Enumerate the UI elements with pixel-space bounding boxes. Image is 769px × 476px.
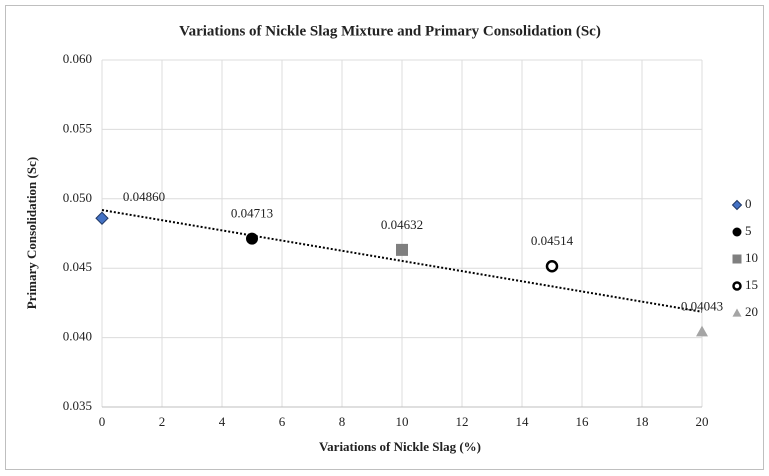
legend-marker — [732, 308, 742, 317]
y-tick-label: 0.045 — [63, 259, 92, 274]
legend-marker — [731, 199, 743, 211]
y-tick-label: 0.050 — [63, 190, 92, 205]
data-point — [545, 260, 559, 273]
legend-label: 20 — [745, 304, 758, 319]
legend-marker — [732, 227, 742, 237]
legend-label: 15 — [745, 277, 758, 292]
x-tick-label: 14 — [516, 414, 530, 429]
y-axis-title: Primary Consolidation (Sc) — [24, 157, 39, 309]
legend-marker — [732, 254, 742, 264]
x-tick-label: 10 — [396, 414, 409, 429]
x-tick-label: 0 — [99, 414, 106, 429]
legend-label: 0 — [745, 196, 752, 211]
y-tick-label: 0.035 — [63, 398, 92, 413]
x-tick-label: 2 — [159, 414, 166, 429]
data-point — [95, 211, 109, 225]
data-label: 0.04514 — [531, 233, 574, 248]
x-tick-label: 16 — [576, 414, 590, 429]
trendline — [101, 209, 703, 313]
x-tick-label: 6 — [279, 414, 286, 429]
data-point — [696, 325, 708, 337]
x-axis-title: Variations of Nickle Slag (%) — [319, 439, 481, 454]
data-label: 0.04713 — [231, 206, 273, 221]
x-tick-label: 18 — [636, 414, 649, 429]
data-label: 0.04860 — [123, 189, 165, 204]
x-tick-label: 8 — [339, 414, 346, 429]
x-tick-label: 4 — [219, 414, 226, 429]
y-tick-label: 0.060 — [63, 51, 92, 66]
data-point — [246, 232, 258, 245]
data-label: 0.04043 — [681, 299, 723, 314]
legend-label: 10 — [745, 250, 758, 265]
y-tick-label: 0.040 — [63, 329, 92, 344]
chart-title: Variations of Nickle Slag Mixture and Pr… — [179, 23, 601, 39]
data-point — [396, 243, 408, 256]
legend-marker — [732, 281, 742, 291]
x-tick-label: 12 — [456, 414, 469, 429]
y-tick-label: 0.055 — [63, 120, 92, 135]
data-label: 0.04632 — [381, 217, 423, 232]
legend-label: 5 — [745, 223, 752, 238]
chart-border — [5, 5, 764, 470]
x-tick-label: 20 — [696, 414, 709, 429]
